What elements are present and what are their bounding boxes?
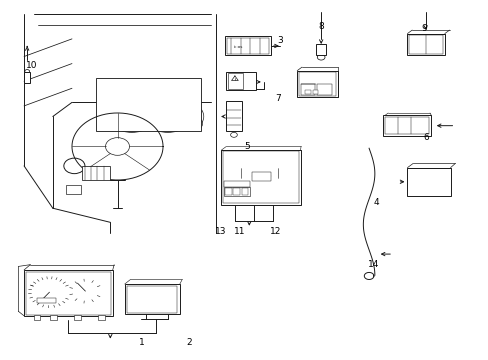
- Bar: [50, 315, 57, 320]
- Circle shape: [64, 158, 85, 174]
- Text: 8: 8: [318, 22, 324, 31]
- Bar: [301, 84, 315, 95]
- Text: 9: 9: [421, 24, 426, 33]
- Bar: [241, 189, 247, 195]
- Bar: [227, 38, 268, 54]
- Bar: [251, 172, 270, 181]
- Bar: [24, 72, 30, 83]
- Circle shape: [250, 194, 264, 205]
- Bar: [223, 152, 298, 203]
- Circle shape: [141, 94, 194, 132]
- Bar: [304, 90, 310, 94]
- Bar: [226, 101, 241, 131]
- Bar: [228, 73, 242, 89]
- Bar: [24, 270, 112, 316]
- Bar: [407, 33, 444, 55]
- Bar: [224, 187, 250, 196]
- Circle shape: [222, 164, 260, 192]
- Text: 7: 7: [275, 94, 280, 103]
- Bar: [225, 36, 270, 55]
- Text: 1: 1: [138, 338, 144, 347]
- Circle shape: [415, 172, 442, 192]
- Bar: [124, 284, 180, 314]
- Text: 12: 12: [269, 227, 281, 236]
- Bar: [225, 189, 231, 195]
- Bar: [127, 286, 177, 312]
- Bar: [38, 298, 56, 303]
- Text: 14: 14: [367, 260, 379, 269]
- Circle shape: [227, 168, 254, 188]
- Circle shape: [317, 54, 325, 60]
- Text: 10: 10: [25, 61, 37, 70]
- Bar: [408, 35, 442, 54]
- Bar: [299, 72, 335, 96]
- Bar: [383, 116, 430, 136]
- Circle shape: [230, 132, 237, 137]
- Text: 2: 2: [186, 338, 192, 347]
- Bar: [233, 189, 239, 195]
- Bar: [34, 315, 41, 320]
- Circle shape: [264, 168, 291, 188]
- Ellipse shape: [185, 117, 202, 131]
- Bar: [26, 272, 111, 315]
- Text: 3: 3: [277, 36, 283, 45]
- Circle shape: [105, 94, 158, 132]
- Text: 5: 5: [244, 142, 249, 151]
- Bar: [312, 90, 318, 94]
- Bar: [316, 44, 325, 55]
- Bar: [74, 315, 81, 320]
- Bar: [226, 72, 256, 90]
- Bar: [297, 71, 337, 97]
- Bar: [407, 168, 449, 196]
- Text: 4: 4: [373, 198, 378, 207]
- Circle shape: [258, 164, 297, 192]
- Circle shape: [420, 175, 437, 188]
- Bar: [317, 84, 331, 95]
- Bar: [66, 185, 81, 194]
- Bar: [98, 315, 105, 320]
- Text: 11: 11: [233, 227, 245, 236]
- Bar: [96, 78, 201, 131]
- Circle shape: [105, 138, 129, 155]
- Circle shape: [26, 275, 72, 309]
- Bar: [81, 166, 110, 180]
- Bar: [221, 150, 300, 205]
- Text: ic:os: ic:os: [233, 45, 243, 49]
- Circle shape: [25, 69, 29, 73]
- Text: 13: 13: [214, 227, 226, 236]
- Text: 6: 6: [423, 133, 428, 142]
- Bar: [385, 117, 428, 135]
- Circle shape: [67, 278, 103, 305]
- Ellipse shape: [184, 106, 203, 127]
- Bar: [224, 181, 250, 187]
